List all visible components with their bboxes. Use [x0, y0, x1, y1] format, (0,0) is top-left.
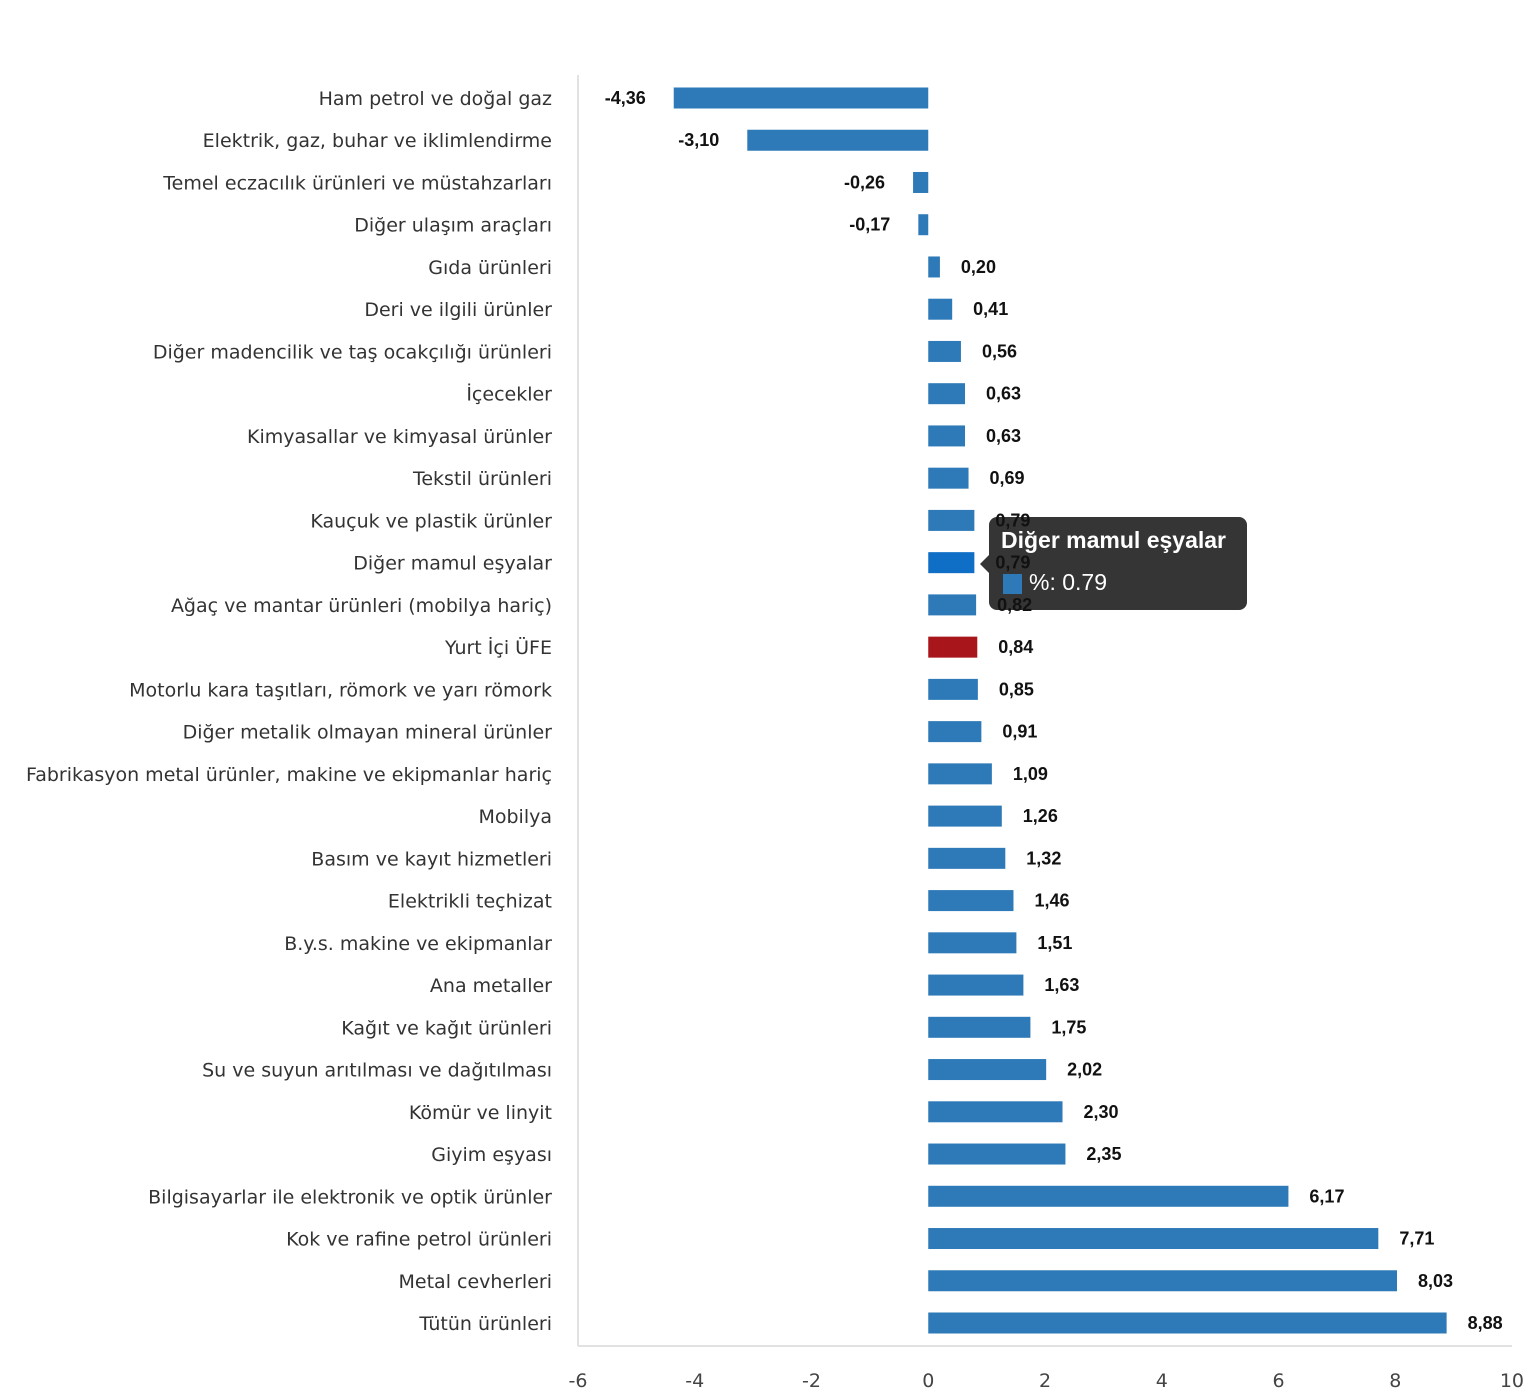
x-tick-label: 10	[1500, 1370, 1524, 1392]
bar[interactable]	[928, 1101, 1063, 1123]
category-label: Kok ve rafine petrol ürünleri	[286, 1229, 552, 1251]
x-tick-label: 8	[1389, 1370, 1401, 1392]
bar[interactable]	[928, 256, 940, 278]
tooltip-title: Diğer mamul eşyalar	[1001, 527, 1227, 553]
bar[interactable]	[928, 721, 982, 743]
tooltip: Diğer mamul eşyalar %: 0.79	[980, 517, 1247, 610]
bar[interactable]	[928, 298, 953, 320]
category-label: Diğer metalik olmayan mineral ürünler	[183, 722, 553, 744]
bar[interactable]	[928, 1059, 1047, 1081]
category-label: Su ve suyun arıtılması ve dağıtılması	[202, 1060, 552, 1082]
category-label: Diğer madencilik ve taş ocakçılığı ürünl…	[153, 341, 552, 363]
category-label: Kömür ve linyit	[409, 1102, 552, 1124]
bar[interactable]	[928, 1016, 1031, 1038]
bar[interactable]	[928, 847, 1006, 869]
category-label: Kimyasallar ve kimyasal ürünler	[247, 426, 552, 448]
x-tick-label: 0	[922, 1370, 934, 1392]
category-label: Ham petrol ve doğal gaz	[319, 88, 552, 110]
bar[interactable]	[928, 467, 969, 489]
category-label: B.y.s. makine ve ekipmanlar	[284, 933, 552, 955]
category-label: Deri ve ilgili ürünler	[364, 299, 552, 321]
bar[interactable]	[673, 87, 929, 109]
category-label: Temel eczacılık ürünleri ve müstahzarlar…	[162, 172, 552, 194]
category-label: Tekstil ürünleri	[412, 468, 552, 490]
category-label: Elektrik, gaz, buhar ve iklimlendirme	[203, 130, 552, 152]
bars-group	[673, 87, 1447, 1334]
category-label: Diğer mamul eşyalar	[353, 553, 552, 575]
bar[interactable]	[928, 890, 1014, 912]
category-label: Bilgisayarlar ile elektronik ve optik ür…	[148, 1186, 552, 1208]
category-label: Elektrikli teçhizat	[388, 891, 552, 913]
category-label: Motorlu kara taşıtları, römork ve yarı r…	[129, 679, 552, 701]
bar[interactable]	[913, 171, 929, 193]
bar[interactable]	[918, 214, 929, 236]
category-label: Ağaç ve mantar ürünleri (mobilya hariç)	[171, 595, 552, 617]
bar[interactable]	[928, 509, 975, 531]
x-tick-label: 4	[1156, 1370, 1168, 1392]
category-label: Diğer ulaşım araçları	[354, 215, 552, 237]
bar[interactable]	[928, 678, 978, 700]
bar[interactable]	[928, 1143, 1066, 1165]
category-label: Kağıt ve kağıt ürünleri	[341, 1017, 552, 1039]
tooltip-value: %: 0.79	[1029, 569, 1107, 595]
x-tick-label: -2	[802, 1370, 821, 1392]
bar[interactable]	[928, 1228, 1379, 1250]
x-tick-label: -4	[685, 1370, 704, 1392]
category-label: İçecekler	[466, 383, 552, 406]
category-label: Mobilya	[478, 806, 552, 828]
bar[interactable]	[928, 340, 961, 362]
bar[interactable]	[928, 805, 1002, 827]
category-label: Yurt İçi ÜFE	[444, 636, 552, 659]
bar[interactable]	[928, 425, 966, 447]
category-label: Fabrikasyon metal ürünler, makine ve eki…	[26, 764, 552, 786]
category-label: Metal cevherleri	[399, 1271, 552, 1293]
bar[interactable]	[928, 1312, 1447, 1334]
category-label: Basım ve kayıt hizmetleri	[311, 848, 552, 870]
x-tick-label: -6	[569, 1370, 588, 1392]
bar[interactable]	[928, 383, 966, 405]
bar[interactable]	[928, 552, 975, 574]
category-labels: Ham petrol ve doğal gaz Elektrik, gaz, bu…	[26, 88, 552, 1335]
x-tick-labels: -6 -4 -2 0 2 4 6 8 10	[569, 1370, 1524, 1392]
category-label: Gıda ürünleri	[428, 257, 552, 279]
bar[interactable]	[928, 932, 1017, 954]
bar[interactable]	[747, 129, 929, 151]
x-tick-label: 2	[1039, 1370, 1051, 1392]
bar[interactable]	[928, 636, 978, 658]
category-label: Kauçuk ve plastik ürünler	[310, 510, 552, 532]
bar[interactable]	[928, 1270, 1398, 1292]
category-label: Giyim eşyası	[431, 1144, 552, 1166]
x-tick-label: 6	[1272, 1370, 1284, 1392]
category-label: Ana metaller	[430, 975, 552, 997]
bar[interactable]	[928, 594, 977, 616]
bar[interactable]	[928, 763, 992, 785]
bar[interactable]	[928, 974, 1024, 996]
bar[interactable]	[928, 1185, 1289, 1207]
category-label: Tütün ürünleri	[418, 1313, 552, 1335]
tooltip-swatch-icon	[1003, 574, 1022, 594]
